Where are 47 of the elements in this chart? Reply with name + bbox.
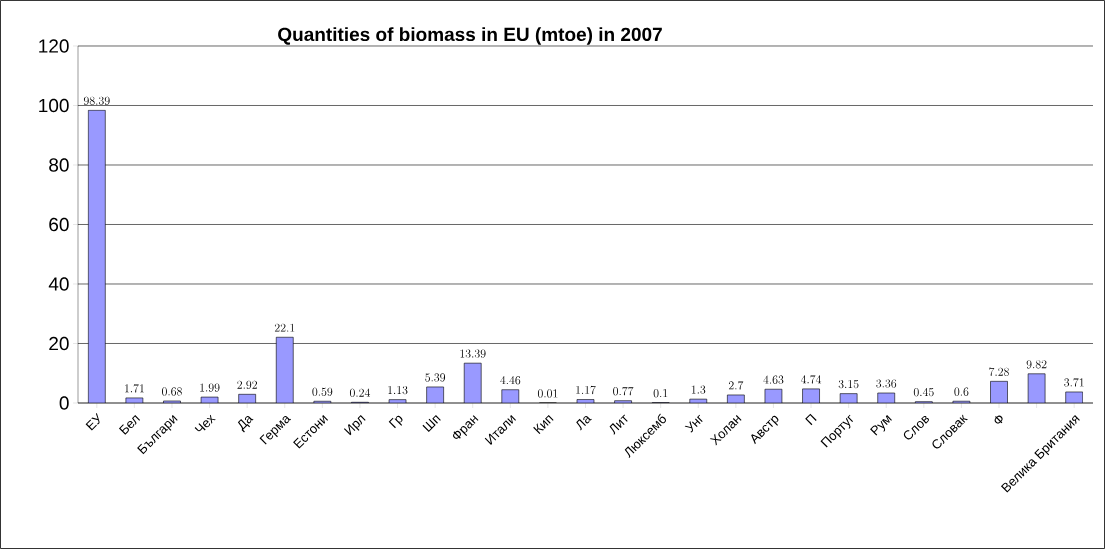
data-label: 0.59 bbox=[312, 387, 333, 396]
data-label: 4.46 bbox=[500, 376, 521, 385]
data-label: 0.77 bbox=[613, 386, 634, 396]
data-label: 0.45 bbox=[913, 387, 934, 397]
x-tick-label: Кип bbox=[533, 415, 554, 435]
data-label: 98.39 bbox=[83, 96, 110, 105]
x-tick-label: Чех bbox=[194, 414, 216, 432]
data-label: 3.71 bbox=[1064, 378, 1084, 387]
data-label: 3. 15 bbox=[838, 380, 859, 389]
data-label: 2.92 bbox=[237, 380, 258, 389]
x-tick-label: П bbox=[805, 413, 817, 426]
data-label: 0.24 bbox=[349, 388, 371, 397]
data-label: 0. 1 bbox=[653, 389, 668, 398]
x-tick-label: Да bbox=[237, 415, 254, 433]
y-tick-label: 60 bbox=[49, 217, 69, 232]
x-tick-label: Унг bbox=[684, 414, 703, 433]
data-label: 7.28 bbox=[989, 367, 1009, 376]
data-label: 22. 1 bbox=[274, 323, 295, 332]
data-label: 1 . 13 bbox=[388, 386, 408, 395]
x-tick-label: ЕУ bbox=[85, 412, 100, 431]
data-label: 1 . 17 bbox=[576, 385, 596, 395]
data-label: 1 .3 bbox=[691, 385, 706, 394]
y-tick-label: 120 bbox=[39, 39, 69, 53]
x-tick-label: Гр bbox=[388, 415, 403, 429]
data-label: 2.7 bbox=[728, 381, 744, 390]
data-label: 1 .71 bbox=[125, 384, 144, 393]
y-tick-label: 20 bbox=[49, 336, 69, 351]
x-tick-label: Ла bbox=[576, 415, 592, 431]
data-label: 0.68 bbox=[162, 387, 182, 396]
data-label: 9.82 bbox=[1026, 360, 1047, 369]
data-label: 4.74 bbox=[800, 375, 822, 384]
x-tick-label: Рум bbox=[870, 415, 892, 436]
data-label: 0.6 bbox=[954, 387, 969, 396]
chart-title: Quantities of biomass in EU (mtoe) in 2007 bbox=[278, 27, 662, 45]
data-label: 5.39 bbox=[425, 373, 446, 382]
data-label: 0.01 bbox=[537, 389, 558, 398]
data-label: 13.39 bbox=[460, 349, 486, 358]
x-tick-label: Ф bbox=[994, 415, 1003, 424]
x-tick-label: Шп bbox=[422, 415, 441, 432]
data-label: 3.36 bbox=[876, 379, 897, 388]
y-tick-label: 80 bbox=[49, 158, 69, 172]
y-tick-label: 0 bbox=[59, 396, 69, 410]
data-label: 4.63 bbox=[763, 375, 784, 384]
y-tick-label: 40 bbox=[48, 277, 69, 291]
x-tick-label: Ирл bbox=[343, 415, 366, 436]
data-label: 1 .99 bbox=[200, 383, 220, 392]
y-tick-label: 100 bbox=[39, 98, 69, 113]
